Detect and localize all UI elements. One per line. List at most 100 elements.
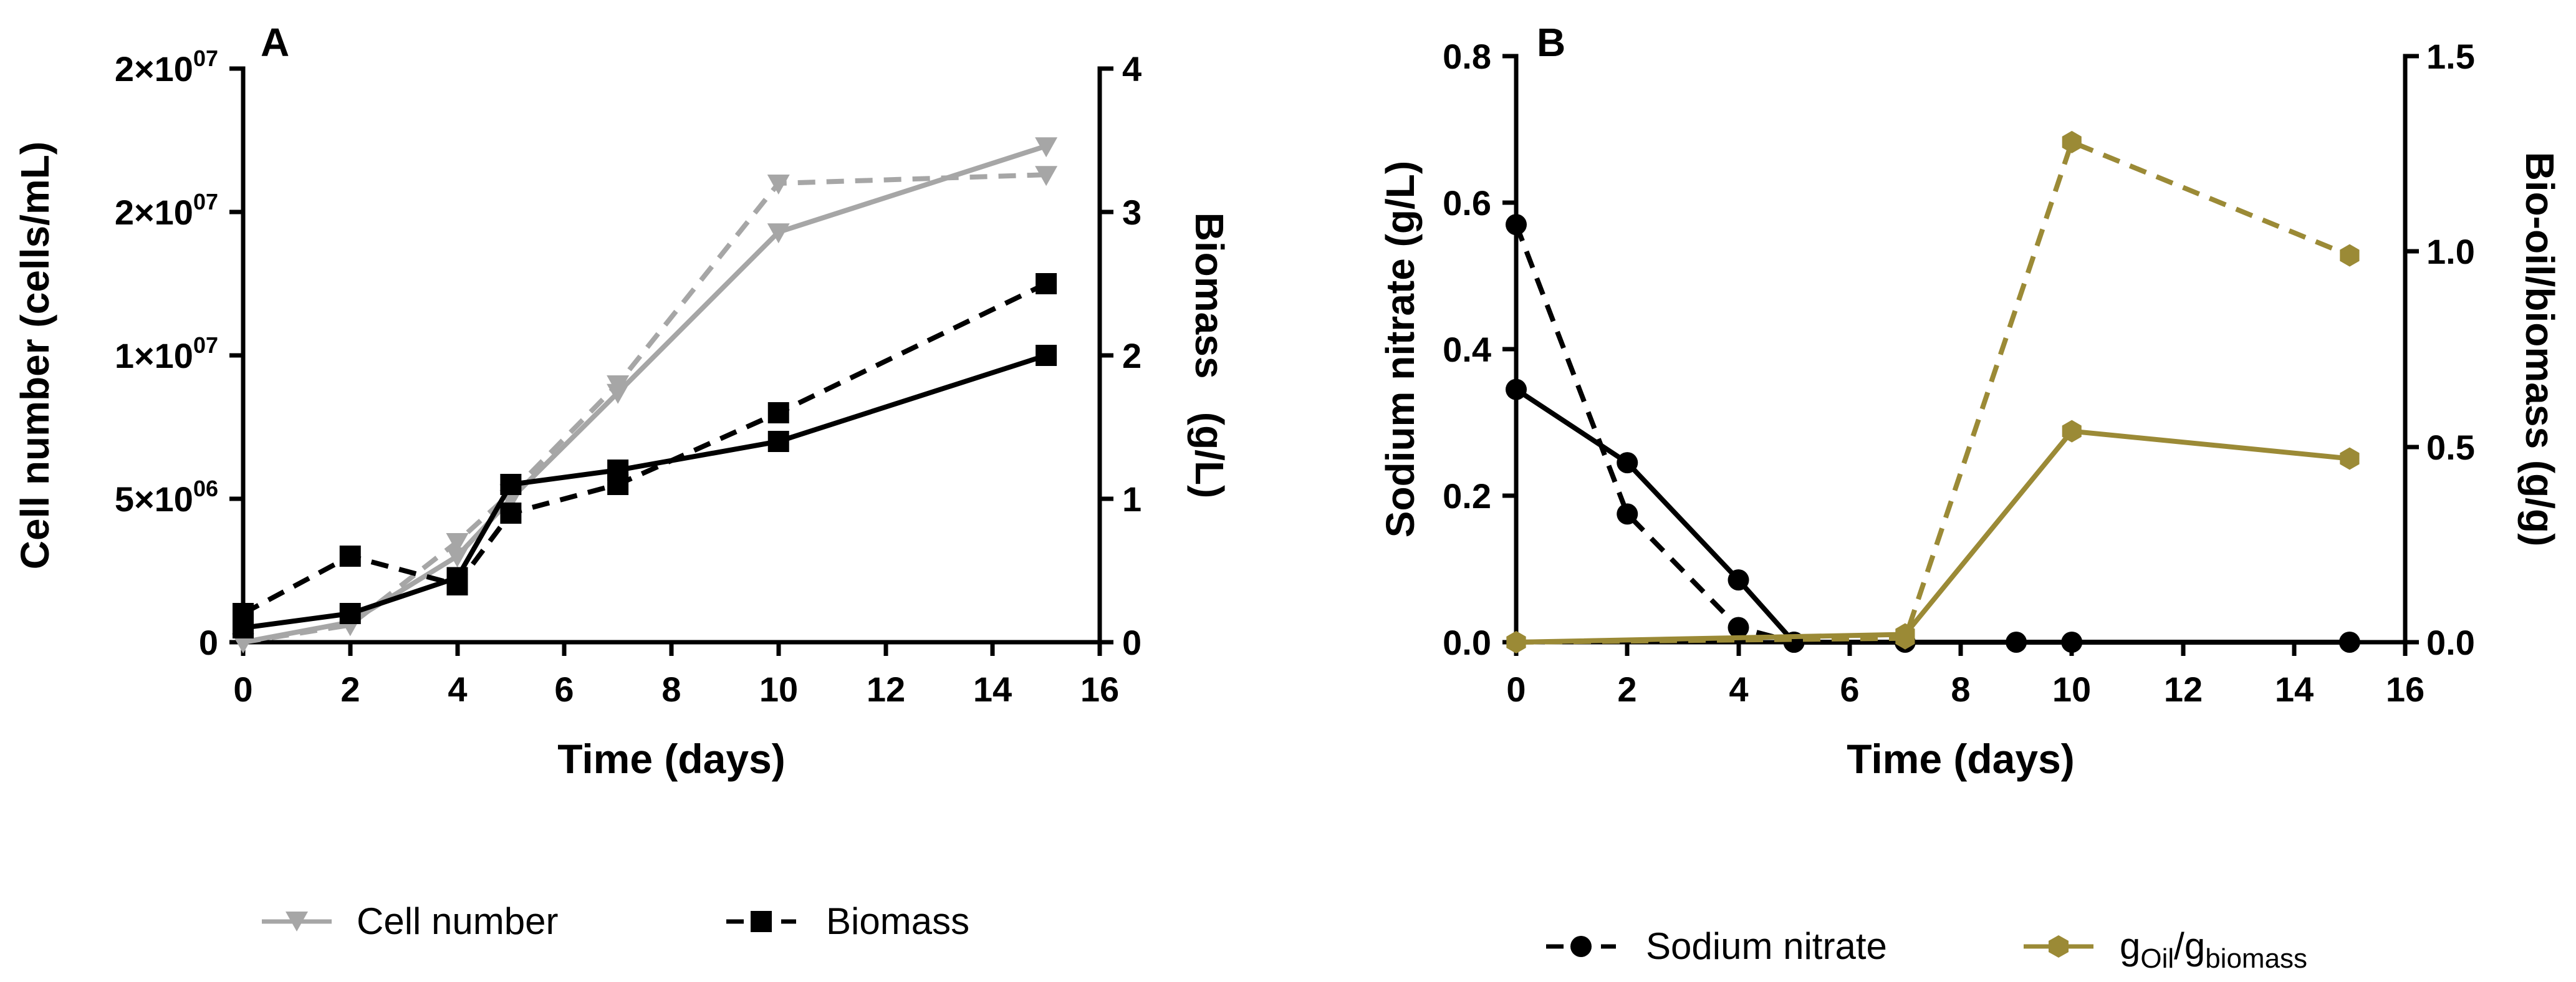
data-point-bio-oil-biomass-dashed — [2340, 244, 2360, 267]
chart-b-y2-tick-label: 1.5 — [2426, 37, 2475, 76]
legend-label-cell-number: Cell number — [357, 900, 558, 942]
data-point-biomass-dashed — [1036, 273, 1057, 294]
chart-a-y-ticks: 0 5×1006 1×1007 2×1007 2×1007 — [115, 46, 243, 662]
chart-b-x-tick-label: 16 — [2386, 670, 2425, 709]
series-line-biomass-solid — [243, 353, 1047, 630]
data-point-cell-number-dashed — [1035, 166, 1058, 186]
chart-a-x-tick-label: 2 — [340, 670, 360, 709]
series-bio-oil-biomass-dashed — [1506, 130, 2360, 653]
data-point-sodium-nitrate-dashed — [1506, 214, 1527, 236]
data-point-cell-number-dashed — [607, 375, 630, 395]
chart-a-legend: Cell number Biomass — [262, 900, 969, 942]
data-point-biomass-solid — [767, 431, 789, 452]
chart-a-y-tick-label: 0 — [199, 623, 218, 662]
chart-b-x-tick-label: 10 — [2052, 670, 2091, 709]
data-point-biomass-solid — [500, 474, 522, 495]
series-sodium-nitrate-dashed — [1506, 214, 1805, 653]
chart-a-x-ticks: 0 2 4 6 8 10 12 14 16 — [233, 642, 1119, 709]
chart-a-x-tick-label: 16 — [1080, 670, 1119, 709]
data-point-biomass-dashed — [767, 402, 789, 423]
data-point-sodium-nitrate-solid — [2006, 632, 2027, 653]
chart-b-x-tick-label: 2 — [1617, 670, 1636, 709]
chart-a-y-tick-label: 5×1006 — [115, 476, 218, 519]
legend-item-biomass: Biomass — [726, 900, 969, 942]
legend-item-sodium-nitrate: Sodium nitrate — [1546, 925, 1887, 967]
series-biomass-solid — [233, 345, 1057, 638]
data-point-biomass-dashed — [446, 574, 468, 595]
chart-b-legend: Sodium nitrate gOil/gbiomass — [1546, 925, 2307, 974]
data-point-biomass-dashed — [233, 603, 254, 624]
chart-a-x-tick-label: 12 — [867, 670, 905, 709]
chart-b-x-tick-label: 0 — [1506, 670, 1526, 709]
chart-a-y-tick-label: 2×1007 — [115, 189, 218, 232]
chart-b-plot-area — [1506, 130, 2360, 653]
chart-b-y-tick-label: 0.0 — [1443, 623, 1491, 662]
series-line-bio-oil-biomass-solid — [1516, 428, 2350, 645]
hexagon-icon — [2049, 935, 2069, 958]
legend-item-cell-number: Cell number — [262, 900, 558, 942]
series-line-cell-number-dashed — [243, 172, 1047, 645]
data-point-bio-oil-biomass-dashed — [1506, 631, 1526, 653]
chart-a-y2-axis-title: Biomass (g/L) — [1187, 213, 1232, 499]
data-point-biomass-dashed — [500, 503, 522, 524]
legend-label-oil-ratio: gOil/gbiomass — [2120, 925, 2307, 974]
chart-a-x-tick-label: 8 — [661, 670, 681, 709]
data-point-sodium-nitrate-dashed — [1728, 617, 1749, 638]
data-point-bio-oil-biomass-solid — [2062, 420, 2082, 443]
chart-a-y2-ticks: 0 1 2 3 4 — [1100, 49, 1141, 662]
chart-b-y-tick-label: 0.6 — [1443, 183, 1491, 223]
chart-a-y-axis-title: Cell number (cells/mL) — [12, 142, 57, 569]
chart-a-y2-tick-label: 2 — [1122, 336, 1141, 375]
chart-b-y-ticks: 0.0 0.2 0.4 0.6 0.8 — [1443, 37, 1516, 662]
chart-b-y-axis-title: Sodium nitrate (g/L) — [1378, 161, 1423, 537]
chart-a-x-tick-label: 0 — [233, 670, 252, 709]
chart-b-y2-tick-label: 0.0 — [2426, 623, 2475, 662]
legend-label-sodium-nitrate: Sodium nitrate — [1646, 925, 1887, 967]
data-point-biomass-dashed — [339, 546, 361, 567]
chart-b-x-axis-title: Time (days) — [1847, 736, 2075, 782]
chart-b-y2-tick-label: 1.0 — [2426, 232, 2475, 271]
chart-b-y-tick-label: 0.8 — [1443, 37, 1491, 76]
data-point-bio-oil-biomass-solid — [2340, 447, 2360, 470]
data-point-sodium-nitrate-solid — [1506, 378, 1527, 400]
legend-label-biomass: Biomass — [826, 900, 969, 942]
chart-a-x-axis-title: Time (days) — [557, 736, 786, 782]
series-cell-number-dashed — [232, 166, 1058, 653]
data-point-cell-number-dashed — [767, 175, 790, 195]
chart-b-y2-ticks: 0.0 0.5 1.0 1.5 — [2405, 37, 2475, 662]
square-icon — [751, 911, 772, 932]
data-point-bio-oil-biomass-dashed — [2062, 130, 2082, 153]
chart-a-x-tick-label: 4 — [448, 670, 467, 709]
chart-b-x-tick-label: 14 — [2275, 670, 2314, 709]
data-point-cell-number-solid — [1035, 137, 1058, 158]
series-biomass-dashed — [233, 273, 1057, 624]
chart-a: A 0 2 4 6 8 10 12 14 16 — [12, 20, 1232, 942]
chart-b-y-tick-label: 0.4 — [1443, 330, 1491, 369]
chart-b-x-tick-label: 6 — [1840, 670, 1859, 709]
data-point-cell-number-solid — [446, 547, 469, 567]
data-point-cell-number-solid — [767, 223, 790, 244]
panel-label-b: B — [1537, 20, 1565, 65]
chart-a-x-tick-label: 14 — [973, 670, 1012, 709]
chart-b-x-ticks: 0 2 4 6 8 10 12 14 16 — [1506, 642, 2425, 709]
data-point-bio-oil-biomass-dashed — [1895, 627, 1915, 650]
series-cell-number-solid — [232, 137, 1058, 653]
data-point-biomass-solid — [1036, 345, 1057, 366]
legend-item-oil-ratio: gOil/gbiomass — [2024, 925, 2307, 974]
chart-a-x-tick-label: 6 — [554, 670, 574, 709]
data-point-cell-number-dashed — [446, 533, 469, 553]
data-point-sodium-nitrate-solid — [1728, 569, 1749, 591]
chart-b-x-tick-label: 4 — [1729, 670, 1748, 709]
chart-a-x-tick-label: 10 — [759, 670, 798, 709]
data-point-biomass-solid — [339, 603, 361, 624]
data-point-sodium-nitrate-dashed — [1617, 503, 1638, 525]
series-line-biomass-dashed — [242, 281, 1047, 616]
chart-b-x-tick-label: 8 — [1951, 670, 1970, 709]
chart-b-y2-tick-label: 0.5 — [2426, 428, 2475, 467]
panel-label-a: A — [261, 20, 289, 65]
chart-b: B 0 2 4 6 8 10 12 14 16 — [1378, 20, 2562, 974]
chart-a-y-tick-label: 2×1007 — [115, 46, 218, 89]
chart-a-y2-tick-label: 3 — [1122, 193, 1141, 232]
series-line-sodium-nitrate-dashed — [1514, 223, 1795, 645]
